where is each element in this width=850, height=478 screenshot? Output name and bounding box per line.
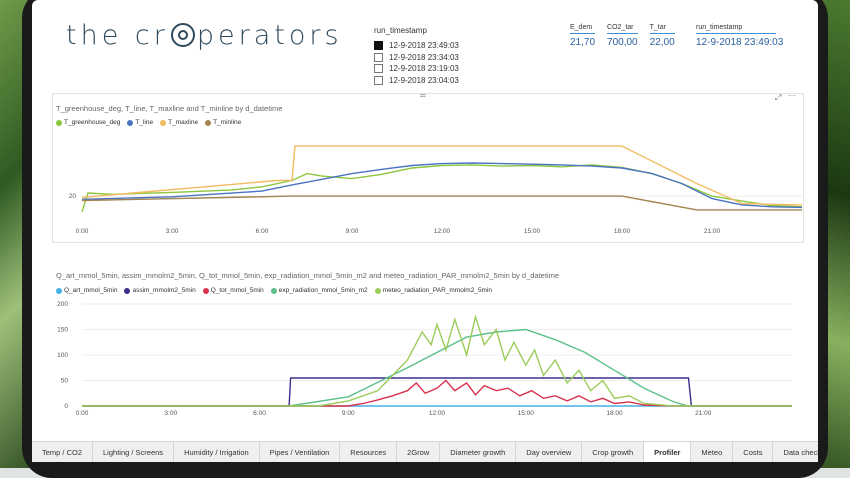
- x-tick-label: 12:00: [429, 410, 446, 417]
- tab-temp-co2[interactable]: Temp / CO2: [32, 442, 94, 462]
- legend-item[interactable]: exp_radiation_mmol_5min_m2: [270, 287, 368, 294]
- legend-item[interactable]: T_line: [127, 119, 153, 126]
- page-tabs: Temp / CO2 Lighting / Screens Humidity / I…: [32, 441, 818, 462]
- x-tick-label: 3:00: [164, 410, 177, 417]
- legend-item[interactable]: T_maxline: [160, 119, 198, 126]
- tab-pipes-ventilation[interactable]: Pipes / Ventilation: [260, 442, 341, 462]
- chart-legend: T_greenhouse_deg T_line T_maxline T_minl…: [56, 119, 241, 126]
- drag-handle-icon[interactable]: ═: [420, 91, 426, 100]
- series-line-assim-mmolm2-5min: [82, 377, 792, 407]
- x-tick-label: 15:00: [518, 410, 535, 417]
- series-line-t-minline: [81, 195, 802, 211]
- tab-lighting-screens[interactable]: Lighting / Screens: [93, 442, 175, 462]
- chart-title: T_greenhouse_deg, T_line, T_maxline and …: [56, 104, 283, 113]
- legend-dot-icon: [205, 119, 212, 126]
- chart-legend: Q_art_mmol_5min assim_mmolm2_5min Q_tot_…: [56, 287, 492, 294]
- checkbox-icon: [374, 41, 383, 51]
- legend-dot-icon: [127, 119, 134, 126]
- slicer-item[interactable]: 12-9-2018 23:34:03: [374, 52, 459, 64]
- tab-data-checks[interactable]: Data checks: [773, 442, 818, 462]
- legend-dot-icon: [56, 287, 62, 294]
- logo-o-mark-icon: [170, 23, 195, 47]
- series-line-meteo-radiation-par-mmolm2-5min: [82, 314, 792, 407]
- legend-dot-icon: [270, 287, 277, 294]
- tab-diameter-growth[interactable]: Diameter growth: [440, 442, 517, 462]
- legend-dot-icon: [160, 119, 167, 126]
- slicer-item[interactable]: 12-9-2018 23:19:03: [374, 63, 459, 75]
- x-tick-label: 18:00: [606, 410, 623, 417]
- tab-humidity-irrigation[interactable]: Humidity / Irrigation: [174, 442, 260, 462]
- x-tick-label: 0:00: [76, 410, 89, 417]
- legend-dot-icon: [56, 119, 62, 126]
- series-line-t-line: [81, 162, 802, 209]
- series-line-q-tot-mmol-5min: [82, 379, 792, 407]
- series-line-t-maxline: [81, 145, 802, 206]
- tab-costs[interactable]: Costs: [733, 442, 774, 462]
- checkbox-icon: [374, 64, 383, 74]
- legend-dot-icon: [124, 287, 131, 294]
- x-tick-label: 6:00: [253, 410, 266, 417]
- checkbox-icon: [374, 52, 383, 62]
- kpi-co2-tar: CO2_tar 700,00: [607, 24, 638, 48]
- x-tick-label: 12:00: [434, 228, 451, 235]
- legend-item[interactable]: meteo_radiation_PAR_mmolm2_5min: [374, 287, 492, 294]
- tab-profiler[interactable]: Profiler: [644, 442, 692, 462]
- checkbox-icon: [374, 75, 383, 85]
- more-options-icon[interactable]: ···: [788, 91, 796, 100]
- legend-item[interactable]: T_minline: [205, 119, 241, 126]
- temperature-chart-panel[interactable]: [52, 93, 804, 243]
- slicer-item[interactable]: 12-9-2018 23:49:03: [374, 40, 459, 52]
- tab-2grow[interactable]: 2Grow: [397, 442, 441, 462]
- chart-title: Q_art_mmol_5min, assim_mmolm2_5min, Q_to…: [56, 271, 560, 280]
- y-tick-label: 50: [61, 378, 69, 385]
- y-tick-label: 100: [57, 352, 68, 359]
- series-line-t-greenhouse-deg: [81, 164, 802, 213]
- y-tick-label: 0: [64, 403, 68, 410]
- legend-dot-icon: [374, 287, 381, 294]
- croperators-logo: the cr perators: [66, 20, 343, 51]
- kpi-card-group: E_dem 21,70 CO2_tar 700,00 T_tar 22,00: [570, 24, 675, 48]
- radiation-line-chart: 0 50 100 150 200 0:00 3:00 6:00 9:00 12:00 15:00 18…: [57, 301, 792, 417]
- run-timestamp-slicer: run_timestamp 12-9-2018 23:49:03 12-9-20…: [374, 26, 459, 86]
- slicer-header: run_timestamp: [374, 26, 427, 35]
- x-tick-label: 21:00: [695, 410, 712, 417]
- y-tick-label: 200: [57, 301, 68, 308]
- x-tick-label: 3:00: [166, 228, 179, 235]
- tab-meteo[interactable]: Meteo: [691, 442, 734, 462]
- x-tick-label: 18:00: [614, 228, 631, 235]
- x-tick-label: 0:00: [76, 228, 89, 235]
- legend-item[interactable]: assim_mmolm2_5min: [124, 287, 196, 294]
- legend-item[interactable]: Q_art_mmol_5min: [56, 287, 117, 294]
- temperature-line-chart: 0:00 3:00 6:00 9:00 12:00 15:00 18:00 21:00 20: [69, 145, 802, 235]
- x-tick-label: 9:00: [342, 410, 355, 417]
- x-tick-label: 15:00: [524, 228, 541, 235]
- tab-resources[interactable]: Resources: [340, 442, 398, 462]
- kpi-run-timestamp: run_timestamp 12-9-2018 23:49:03: [696, 24, 784, 48]
- kpi-t-tar: T_tar 22,00: [649, 24, 675, 48]
- legend-item[interactable]: T_greenhouse_deg: [56, 119, 120, 126]
- tab-crop-growth[interactable]: Crop growth: [582, 442, 645, 462]
- legend-item[interactable]: Q_tot_mmol_5min: [202, 287, 264, 294]
- focus-mode-icon[interactable]: ⤢: [775, 93, 782, 102]
- legend-dot-icon: [202, 287, 209, 294]
- kpi-e-dem: E_dem 21,70: [570, 24, 596, 48]
- x-tick-label: 21:00: [704, 228, 721, 235]
- slicer-item[interactable]: 12-9-2018 23:04:03: [374, 75, 459, 87]
- series-line-exp-radiation-mmol-5min-m2: [82, 328, 792, 407]
- x-tick-label: 9:00: [346, 228, 359, 235]
- tab-day-overview[interactable]: Day overview: [516, 442, 583, 462]
- y-tick-label: 150: [57, 327, 68, 334]
- report-canvas: the cr perators run_timestamp 12-9-2018 2…: [32, 0, 818, 462]
- y-tick-label: 20: [69, 193, 77, 200]
- x-tick-label: 6:00: [256, 228, 269, 235]
